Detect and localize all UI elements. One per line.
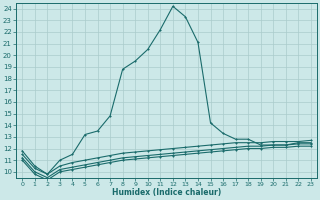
X-axis label: Humidex (Indice chaleur): Humidex (Indice chaleur) (112, 188, 221, 197)
